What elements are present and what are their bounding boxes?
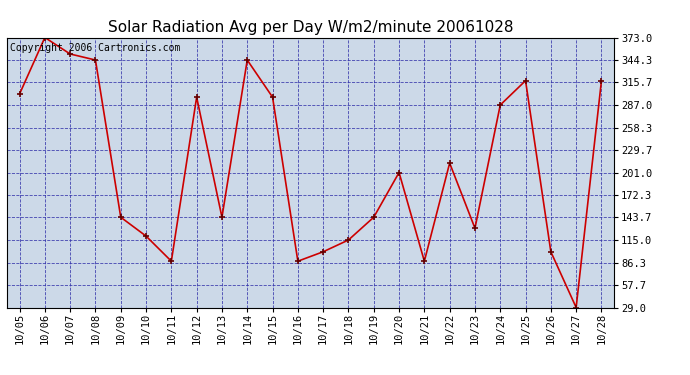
Text: Copyright 2006 Cartronics.com: Copyright 2006 Cartronics.com — [10, 43, 180, 53]
Title: Solar Radiation Avg per Day W/m2/minute 20061028: Solar Radiation Avg per Day W/m2/minute … — [108, 20, 513, 35]
